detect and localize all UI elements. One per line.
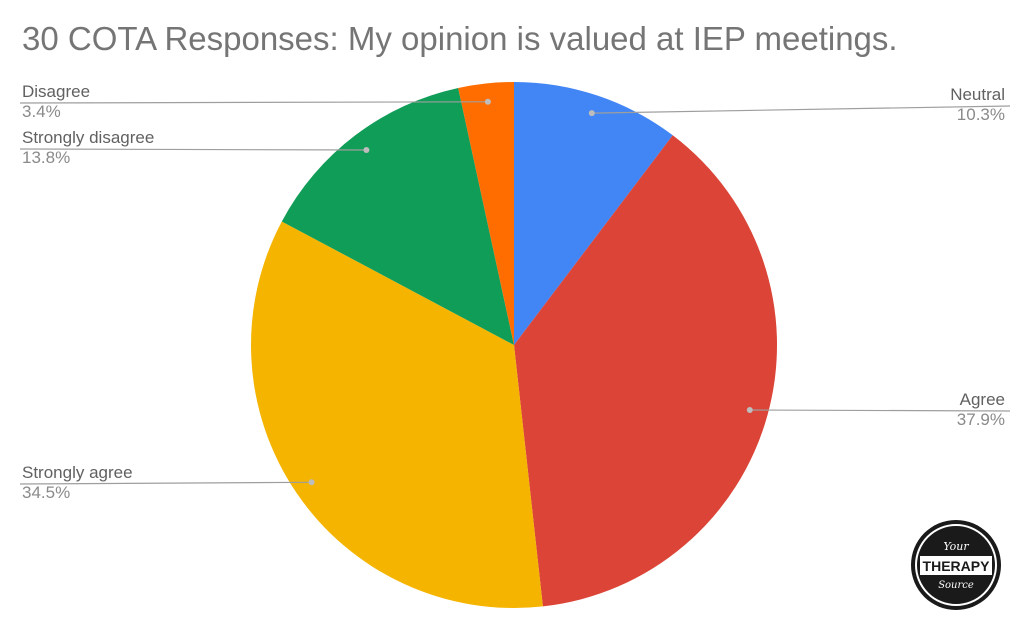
pie-slices bbox=[250, 82, 778, 609]
leader-dot-strongly-disagree bbox=[363, 147, 370, 153]
logo-text-therapy: THERAPY bbox=[923, 558, 991, 574]
chart-title: 30 COTA Responses: My opinion is valued … bbox=[22, 20, 898, 57]
leader-dot-neutral bbox=[588, 110, 595, 117]
leader-dot-agree bbox=[746, 407, 753, 413]
slice-label-strongly-agree: Strongly agree bbox=[22, 463, 133, 482]
slice-label-strongly-disagree: Strongly disagree bbox=[22, 128, 154, 147]
leader-line-agree bbox=[749, 409, 1011, 412]
slice-label-neutral: Neutral bbox=[950, 85, 1005, 104]
therapy-source-logo: Your THERAPY Source bbox=[911, 520, 1001, 610]
leader-line-neutral bbox=[591, 105, 1011, 114]
slice-label-disagree: Disagree bbox=[22, 82, 90, 101]
leader-line-disagree bbox=[19, 101, 488, 104]
leader-lines bbox=[19, 98, 1011, 486]
slice-label-agree: Agree bbox=[960, 390, 1005, 409]
leader-dot-disagree bbox=[484, 98, 491, 105]
pie-slice-strongly-agree bbox=[250, 221, 543, 609]
slice-value-strongly-disagree: 13.8% bbox=[22, 148, 70, 167]
pie-slice-agree bbox=[514, 135, 778, 607]
leader-line-strongly-agree bbox=[19, 481, 312, 485]
leader-dot-strongly-agree bbox=[308, 479, 315, 486]
slice-value-disagree: 3.4% bbox=[22, 102, 61, 121]
logo-banner bbox=[920, 556, 992, 575]
slice-value-strongly-agree: 34.5% bbox=[22, 483, 70, 502]
logo-text-source: Source bbox=[938, 580, 974, 591]
slice-value-neutral: 10.3% bbox=[957, 105, 1005, 124]
pie-slice-neutral bbox=[514, 82, 673, 345]
slice-value-agree: 37.9% bbox=[957, 410, 1005, 429]
pie-slice-strongly-disagree bbox=[281, 87, 514, 346]
logo-seal-ring bbox=[915, 524, 997, 606]
logo-text-your: Your bbox=[943, 540, 969, 553]
pie-slice-disagree bbox=[458, 82, 514, 345]
leader-line-strongly-disagree bbox=[19, 148, 367, 151]
